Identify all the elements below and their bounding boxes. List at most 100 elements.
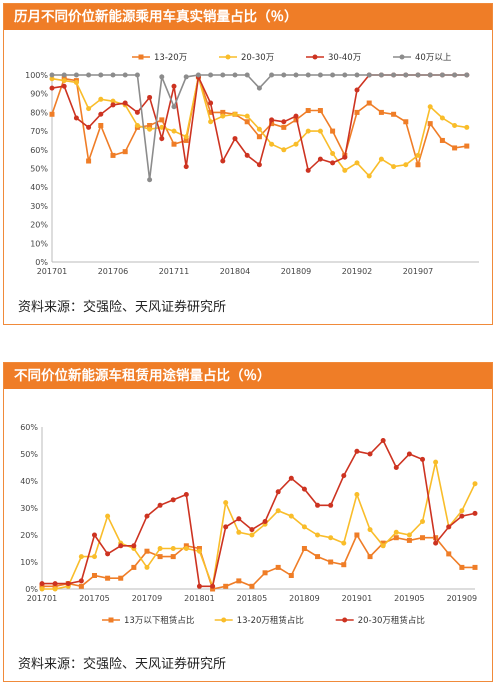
chart-1-data-point xyxy=(183,74,189,80)
chart-1-data-point xyxy=(147,94,153,100)
chart-1-y-tick-label: 100% xyxy=(25,71,48,80)
chart-1-data-point xyxy=(49,111,55,117)
chart-1-data-point xyxy=(244,152,250,158)
chart-2-data-point xyxy=(223,583,229,589)
chart-2-data-point xyxy=(210,583,216,589)
chart-1-data-point xyxy=(98,111,104,117)
chart-1-series-line xyxy=(51,76,467,178)
chart-1-legend-marker xyxy=(312,54,318,60)
chart-1-data-point xyxy=(439,115,445,121)
chart-1-data-point xyxy=(232,72,238,78)
chart-2-data-point xyxy=(433,459,439,465)
chart-1-y-tick-label: 20% xyxy=(30,221,48,230)
chart-2-data-point xyxy=(446,551,452,557)
chart-1-data-point xyxy=(281,147,287,153)
chart-panel-2: 不同价位新能源车租赁用途销量占比（％） 0% 10% 20% 30% 40% 50% 60%… xyxy=(3,362,493,682)
chart-2-data-point xyxy=(301,524,307,530)
chart-1-legend-label: 30-40万 xyxy=(328,53,361,63)
chart-2-data-point xyxy=(446,524,452,530)
chart-2-data-point xyxy=(275,564,281,570)
chart-1-data-point xyxy=(293,141,299,147)
chart-2-data-point xyxy=(367,451,373,457)
chart-2-legend-marker xyxy=(108,617,114,623)
chart-2-series-line xyxy=(42,533,475,590)
chart-2-data-point xyxy=(354,532,360,538)
chart-1-data-point xyxy=(464,143,470,149)
chart-1-data-point xyxy=(134,122,140,128)
chart-2-data-point xyxy=(223,524,229,530)
chart-2-data-point xyxy=(328,502,334,508)
chart-2-data-point xyxy=(39,586,45,592)
chart-1-source: 资料来源：交强险、天风证券研究所 xyxy=(18,300,227,315)
chart-1-data-point xyxy=(452,122,458,128)
chart-1-data-point xyxy=(354,109,360,115)
chart-2-data-point xyxy=(39,583,45,589)
chart-2-data-point xyxy=(406,451,412,457)
chart-2-legend-label: 20-30万租赁占比 xyxy=(358,615,425,626)
chart-2-x-tick-label: 201805 xyxy=(237,594,268,603)
chart-2-data-point xyxy=(328,535,334,541)
chart-1-heading: 历月不同价位新能源乘用车真实销量占比（％） xyxy=(4,4,492,30)
chart-1-data-point xyxy=(415,162,421,168)
chart-1-data-point xyxy=(110,72,116,78)
chart-2-legend-label: 13万以下租赁占比 xyxy=(124,615,194,626)
chart-1-y-tick-label: 40% xyxy=(30,183,48,192)
chart-1-data-point xyxy=(354,72,360,78)
chart-1-data-point xyxy=(342,167,348,173)
chart-1-data-point xyxy=(330,160,336,166)
chart-2-x-tick-label: 201705 xyxy=(79,594,110,603)
chart-1-data-point xyxy=(439,72,445,78)
chart-1-data-point xyxy=(342,154,348,160)
chart-2-data-point xyxy=(301,546,307,551)
chart-1-data-point xyxy=(110,152,116,158)
chart-2-data-point xyxy=(105,575,111,581)
chart-2-data-point xyxy=(380,543,386,549)
chart-1-x-tick-label: 201711 xyxy=(159,267,190,276)
chart-2-data-point xyxy=(354,492,360,497)
chart-1-y-tick-label: 10% xyxy=(30,239,48,248)
chart-1-data-point xyxy=(183,164,189,170)
chart-1-data-point xyxy=(366,72,372,78)
chart-2-data-point xyxy=(118,575,124,581)
chart-2-data-point xyxy=(288,475,294,481)
chart-1-data-point xyxy=(171,104,177,110)
chart-2-data-point xyxy=(183,543,189,549)
chart-1-data-point xyxy=(86,72,92,78)
chart-2-x-tick-label: 201801 xyxy=(184,594,215,603)
chart-2-y-tick-label: 60% xyxy=(20,423,38,432)
chart-1-svg: 0% 10% 20% 30% 40% 50% 60% 70% 80% 90% 100% 201701 2… xyxy=(25,53,479,276)
chart-1-data-point xyxy=(256,85,262,91)
chart-1-legend-marker xyxy=(225,54,231,60)
chart-2-y-tick-label: 0% xyxy=(25,585,38,594)
chart-1-data-point xyxy=(232,136,238,142)
chart-1-data-point xyxy=(122,100,128,106)
chart-1-data-point xyxy=(110,98,116,104)
chart-1-data-point xyxy=(49,72,55,78)
chart-2-y-tick-label: 20% xyxy=(20,531,38,540)
chart-2-data-point xyxy=(183,492,189,497)
chart-2-data-point xyxy=(170,554,176,560)
chart-2-data-point xyxy=(472,564,478,570)
chart-2-data-point xyxy=(157,554,163,560)
chart-2-data-point xyxy=(78,578,84,584)
chart-1-data-point xyxy=(208,109,214,115)
chart-2-data-point xyxy=(275,508,281,514)
chart-1-data-point xyxy=(244,72,250,78)
chart-1-x-tick-label: 201701 xyxy=(37,267,68,276)
chart-2-data-point xyxy=(354,448,360,454)
chart-2-data-point xyxy=(406,537,412,543)
chart-1-data-point xyxy=(403,119,409,125)
chart-2-x-tick-label: 201809 xyxy=(289,594,320,603)
chart-1-data-point xyxy=(256,126,262,132)
chart-2-heading: 不同价位新能源车租赁用途销量占比（％） xyxy=(4,363,492,389)
chart-2-data-point xyxy=(91,573,97,578)
chart-1-data-point xyxy=(98,96,104,102)
chart-2-data-point xyxy=(52,583,58,589)
chart-2-data-point xyxy=(301,486,307,492)
chart-1-data-point xyxy=(220,113,226,119)
chart-2-data-point xyxy=(249,583,255,589)
chart-1-data-point xyxy=(73,79,79,85)
chart-1-data-point xyxy=(122,149,128,155)
chart-2-data-point xyxy=(65,581,71,587)
chart-1-data-point xyxy=(330,72,336,78)
